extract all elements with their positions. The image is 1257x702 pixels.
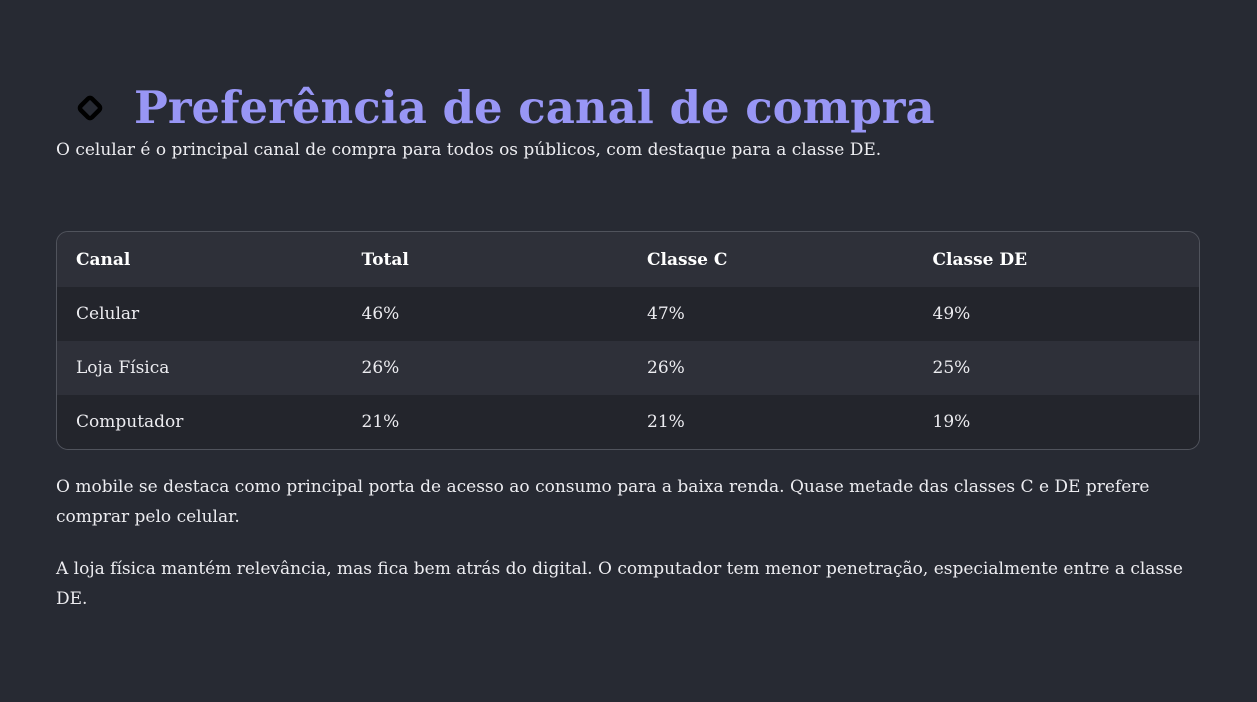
- cell-classe-de: 49%: [913, 287, 1199, 341]
- cell-classe-de: 25%: [913, 341, 1199, 395]
- paragraph-loja-fisica: A loja física mantém relevância, mas fic…: [56, 559, 1183, 609]
- cell-classe-c: 47%: [628, 287, 914, 341]
- page-title: Preferência de canal de compra: [134, 81, 935, 134]
- table-row: Loja Física 26% 26% 25%: [57, 341, 1199, 395]
- cell-total: 26%: [342, 341, 628, 395]
- cell-classe-c: 21%: [628, 395, 914, 449]
- column-header-classe-de: Classe DE: [913, 232, 1199, 287]
- cell-canal: Loja Física: [57, 341, 343, 395]
- column-header-total: Total: [342, 232, 628, 287]
- table-header-row: Canal Total Classe C Classe DE: [57, 232, 1199, 287]
- cell-classe-c: 26%: [628, 341, 914, 395]
- cell-total: 46%: [342, 287, 628, 341]
- title-row: Preferência de canal de compra: [74, 80, 935, 136]
- table-row: Computador 21% 21% 19%: [57, 395, 1199, 449]
- paragraph-mobile: O mobile se destaca como principal porta…: [56, 477, 1150, 527]
- cell-classe-de: 19%: [913, 395, 1199, 449]
- channel-table: Canal Total Classe C Classe DE Celular 4…: [56, 231, 1200, 450]
- diamond-icon: [74, 92, 106, 124]
- cell-canal: Celular: [57, 287, 343, 341]
- cell-total: 21%: [342, 395, 628, 449]
- column-header-classe-c: Classe C: [628, 232, 914, 287]
- table-row: Celular 46% 47% 49%: [57, 287, 1199, 341]
- page-subtitle: O celular é o principal canal de compra …: [56, 140, 882, 160]
- column-header-canal: Canal: [57, 232, 343, 287]
- cell-canal: Computador: [57, 395, 343, 449]
